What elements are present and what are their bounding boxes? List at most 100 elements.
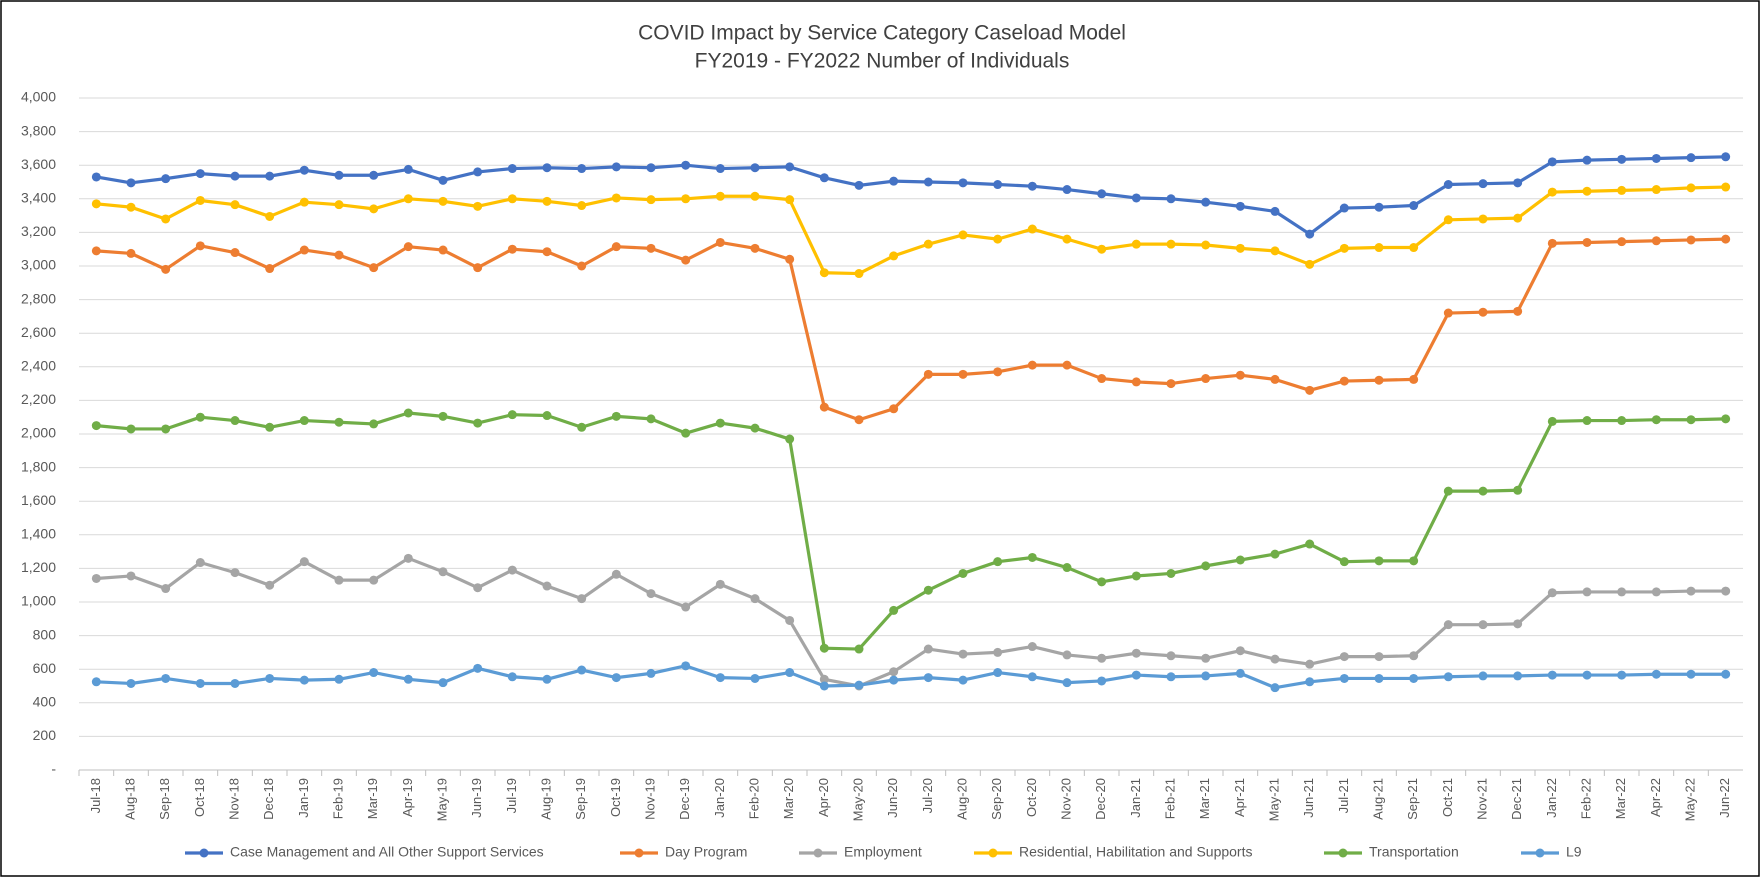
point xyxy=(1513,485,1523,495)
point xyxy=(1201,197,1211,207)
x-tick-label: Nov-21 xyxy=(1474,778,1489,820)
point xyxy=(993,180,1003,190)
point xyxy=(1201,561,1211,571)
point xyxy=(1339,203,1349,213)
point xyxy=(299,416,309,426)
point xyxy=(403,553,413,563)
point xyxy=(161,584,171,594)
point xyxy=(1235,370,1245,380)
y-tick-label: 2,400 xyxy=(21,358,56,374)
point xyxy=(1131,648,1141,658)
point xyxy=(577,164,587,174)
point xyxy=(369,204,379,214)
point xyxy=(1651,236,1661,246)
point xyxy=(1305,259,1315,269)
legend-marker xyxy=(634,848,644,858)
point xyxy=(1651,415,1661,425)
y-tick-label: 3,600 xyxy=(21,156,56,172)
series-line xyxy=(96,411,1726,651)
x-tick-label: Oct-18 xyxy=(192,778,207,817)
point xyxy=(958,230,968,240)
point xyxy=(1062,360,1072,370)
y-tick-label: 1,600 xyxy=(21,492,56,508)
point xyxy=(1582,416,1592,426)
point xyxy=(1582,237,1592,247)
x-tick-label: Mar-20 xyxy=(781,778,796,819)
point xyxy=(438,678,448,688)
point xyxy=(1443,215,1453,225)
point xyxy=(1339,243,1349,253)
x-tick-label: Jun-19 xyxy=(469,778,484,818)
point xyxy=(1513,619,1523,629)
y-tick-label: 400 xyxy=(33,694,57,710)
point xyxy=(646,414,656,424)
point xyxy=(611,673,621,683)
point xyxy=(993,647,1003,657)
point xyxy=(1131,571,1141,581)
point xyxy=(473,201,483,211)
point xyxy=(681,428,691,438)
point xyxy=(854,680,864,690)
point xyxy=(715,237,725,247)
point xyxy=(403,164,413,174)
point xyxy=(1235,243,1245,253)
x-tick-label: Dec-18 xyxy=(261,778,276,820)
point xyxy=(438,175,448,185)
point xyxy=(1131,239,1141,249)
point xyxy=(1097,374,1107,384)
point xyxy=(1513,306,1523,316)
point xyxy=(785,434,795,444)
point xyxy=(1374,652,1384,662)
x-tick-label: Nov-20 xyxy=(1058,778,1073,820)
point xyxy=(750,594,760,604)
point xyxy=(126,202,136,212)
point xyxy=(1062,234,1072,244)
x-tick-label: Aug-21 xyxy=(1370,778,1385,820)
x-tick-label: Oct-21 xyxy=(1440,778,1455,817)
point xyxy=(161,264,171,274)
point xyxy=(681,602,691,612)
point xyxy=(369,170,379,180)
point xyxy=(1478,179,1488,189)
point xyxy=(1409,651,1419,661)
x-tick-label: Nov-18 xyxy=(226,778,241,820)
point xyxy=(1617,587,1627,597)
point xyxy=(1651,669,1661,679)
point xyxy=(1651,587,1661,597)
point xyxy=(1097,189,1107,199)
point xyxy=(1721,586,1731,596)
x-tick-label: Jul-21 xyxy=(1336,778,1351,813)
point xyxy=(1582,670,1592,680)
point xyxy=(819,173,829,183)
point xyxy=(265,673,275,683)
x-tick-label: Jan-22 xyxy=(1544,778,1559,818)
y-tick-label: 2,800 xyxy=(21,290,56,306)
point xyxy=(889,251,899,261)
point xyxy=(1270,246,1280,256)
x-tick-label: May-22 xyxy=(1682,778,1697,821)
x-tick-label: Jun-21 xyxy=(1301,778,1316,818)
point xyxy=(1374,243,1384,253)
legend-label: Case Management and All Other Support Se… xyxy=(230,844,544,860)
point xyxy=(91,199,101,209)
x-tick-label: Jun-22 xyxy=(1717,778,1732,818)
point xyxy=(1166,672,1176,682)
x-tick-label: Apr-22 xyxy=(1648,778,1663,817)
point xyxy=(1201,374,1211,384)
point xyxy=(750,163,760,173)
y-tick-label: - xyxy=(51,761,56,777)
point xyxy=(1097,244,1107,254)
point xyxy=(785,195,795,205)
point xyxy=(750,243,760,253)
point xyxy=(473,167,483,177)
point xyxy=(1062,650,1072,660)
point xyxy=(1443,672,1453,682)
point xyxy=(230,568,240,578)
point xyxy=(1131,670,1141,680)
point xyxy=(265,580,275,590)
point xyxy=(1270,654,1280,664)
point xyxy=(1027,181,1037,191)
point xyxy=(542,247,552,257)
point xyxy=(819,674,829,684)
y-tick-label: 1,800 xyxy=(21,458,56,474)
